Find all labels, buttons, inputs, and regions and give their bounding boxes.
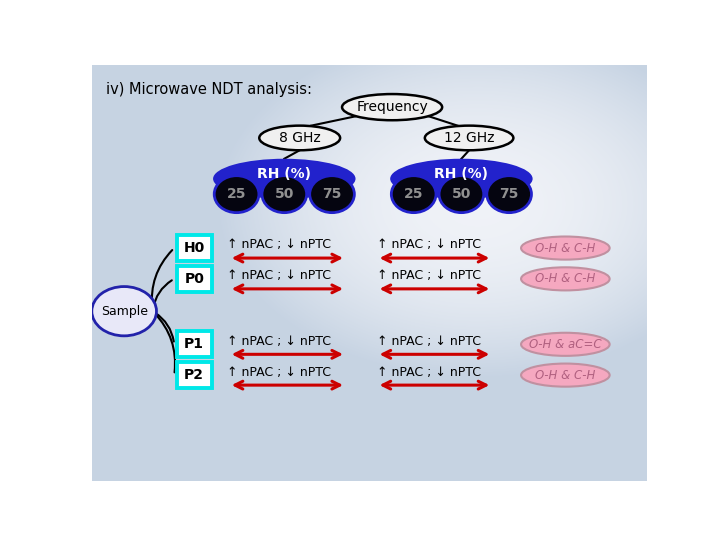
- Text: O-H & C-H: O-H & C-H: [535, 272, 595, 285]
- Text: 25: 25: [227, 187, 246, 201]
- Ellipse shape: [390, 159, 533, 199]
- Text: ↑ nPAC ; ↓ nPTC: ↑ nPAC ; ↓ nPTC: [377, 335, 481, 348]
- Text: 75: 75: [500, 187, 519, 201]
- Text: RH (%): RH (%): [257, 167, 311, 181]
- Ellipse shape: [521, 237, 610, 260]
- Text: 50: 50: [451, 187, 471, 201]
- Ellipse shape: [392, 176, 436, 213]
- Text: Sample: Sample: [101, 305, 148, 318]
- FancyBboxPatch shape: [176, 362, 212, 388]
- Text: 8 GHz: 8 GHz: [279, 131, 320, 145]
- Ellipse shape: [439, 176, 484, 213]
- Ellipse shape: [92, 287, 156, 336]
- FancyBboxPatch shape: [176, 331, 212, 357]
- FancyBboxPatch shape: [176, 266, 212, 292]
- Ellipse shape: [215, 176, 259, 213]
- Text: O-H & C-H: O-H & C-H: [535, 369, 595, 382]
- Text: ↑ nPAC ; ↓ nPTC: ↑ nPAC ; ↓ nPTC: [227, 239, 330, 252]
- Text: O-H & aC=C: O-H & aC=C: [529, 338, 602, 351]
- Text: P0: P0: [184, 272, 204, 286]
- Text: O-H & C-H: O-H & C-H: [535, 241, 595, 254]
- Text: 50: 50: [274, 187, 294, 201]
- Text: P2: P2: [184, 368, 204, 382]
- Ellipse shape: [259, 126, 340, 150]
- Text: 75: 75: [323, 187, 342, 201]
- Text: ↑ nPAC ; ↓ nPTC: ↑ nPAC ; ↓ nPTC: [227, 366, 330, 379]
- Text: 25: 25: [404, 187, 423, 201]
- Ellipse shape: [521, 333, 610, 356]
- Text: ↑ nPAC ; ↓ nPTC: ↑ nPAC ; ↓ nPTC: [377, 366, 481, 379]
- FancyBboxPatch shape: [176, 235, 212, 261]
- Ellipse shape: [487, 176, 531, 213]
- Ellipse shape: [521, 363, 610, 387]
- Text: ↑ nPAC ; ↓ nPTC: ↑ nPAC ; ↓ nPTC: [377, 269, 481, 282]
- Text: ↑ nPAC ; ↓ nPTC: ↑ nPAC ; ↓ nPTC: [227, 335, 330, 348]
- Text: RH (%): RH (%): [434, 167, 488, 181]
- Text: H0: H0: [184, 241, 204, 255]
- Ellipse shape: [310, 176, 354, 213]
- Ellipse shape: [425, 126, 513, 150]
- Text: ↑ nPAC ; ↓ nPTC: ↑ nPAC ; ↓ nPTC: [377, 239, 481, 252]
- Ellipse shape: [342, 94, 442, 120]
- Text: 12 GHz: 12 GHz: [444, 131, 495, 145]
- Text: iv) Microwave NDT analysis:: iv) Microwave NDT analysis:: [106, 82, 312, 97]
- Ellipse shape: [521, 267, 610, 291]
- Ellipse shape: [213, 159, 356, 199]
- Text: ↑ nPAC ; ↓ nPTC: ↑ nPAC ; ↓ nPTC: [227, 269, 330, 282]
- Text: Frequency: Frequency: [356, 100, 428, 114]
- Text: P1: P1: [184, 338, 204, 352]
- Ellipse shape: [262, 176, 307, 213]
